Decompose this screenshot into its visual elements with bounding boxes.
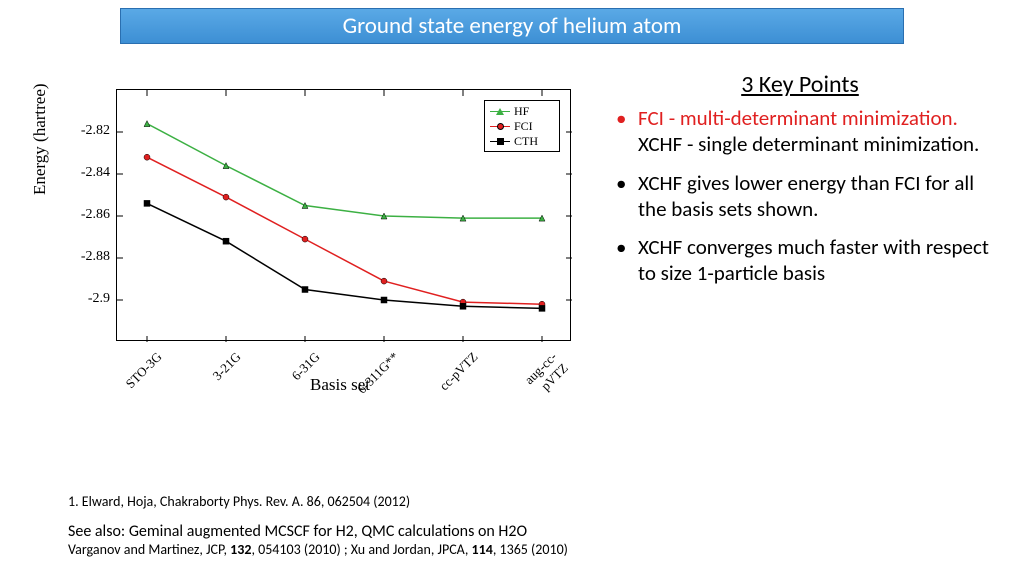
plot-frame: HFFCICTH — [116, 89, 571, 341]
legend-row: CTH — [490, 134, 554, 149]
key-point-2-text: XCHF gives lower energy than FCI for all… — [638, 170, 974, 222]
reference-1: 1. Elward, Hoja, Chakraborty Phys. Rev. … — [68, 493, 948, 510]
xtick-label: 3-21G — [193, 349, 244, 400]
ytick-label: -2.82 — [68, 123, 110, 139]
see-also-sub-b: 132 — [230, 541, 251, 558]
see-also: See also: Geminal augmented MCSCF for H2… — [68, 522, 948, 541]
key-point-3-text: XCHF converges much faster with respect … — [638, 234, 989, 286]
chart-ylabel: Energy (hartree) — [30, 83, 50, 195]
footer: 1. Elward, Hoja, Chakraborty Phys. Rev. … — [68, 493, 948, 558]
see-also-sub-d: 114 — [472, 541, 493, 558]
xtick-label: aug-cc-pVTZ — [509, 349, 571, 411]
key-point-1: FCI - multi-determinant minimization. XC… — [620, 105, 1000, 158]
see-also-sub-a: Varganov and Martinez, JCP, — [68, 541, 230, 558]
page-title: Ground state energy of helium atom — [343, 12, 682, 40]
energy-chart: Energy (hartree) Basis set HFFCICTH -2.8… — [30, 75, 585, 415]
see-also-sub: Varganov and Martinez, JCP, 132, 054103 … — [68, 541, 948, 558]
ytick-label: -2.84 — [68, 165, 110, 181]
key-points-list: FCI - multi-determinant minimization. XC… — [600, 105, 1000, 287]
key-points-heading: 3 Key Points — [600, 70, 1000, 99]
ytick-label: -2.86 — [68, 207, 110, 223]
ytick-label: -2.88 — [68, 249, 110, 265]
xtick-label: cc-pVTZ — [430, 349, 481, 400]
key-point-3: XCHF converges much faster with respect … — [620, 234, 1000, 287]
see-also-sub-e: , 1365 (2010) — [493, 541, 568, 558]
legend-row: HF — [490, 104, 554, 119]
key-points: 3 Key Points FCI - multi-determinant min… — [600, 70, 1000, 299]
legend-row: FCI — [490, 119, 554, 134]
key-point-1-red: FCI - multi-determinant minimization. — [638, 105, 1000, 131]
ytick-label: -2.9 — [68, 291, 110, 307]
xtick-label: STO-3G — [114, 349, 165, 400]
key-point-2: XCHF gives lower energy than FCI for all… — [620, 170, 1000, 223]
legend: HFFCICTH — [484, 100, 560, 152]
title-bar: Ground state energy of helium atom — [120, 8, 904, 44]
see-also-sub-c: , 054103 (2010) ; Xu and Jordan, JPCA, — [251, 541, 471, 558]
key-point-1-black: XCHF - single determinant minimization. — [638, 131, 1000, 157]
